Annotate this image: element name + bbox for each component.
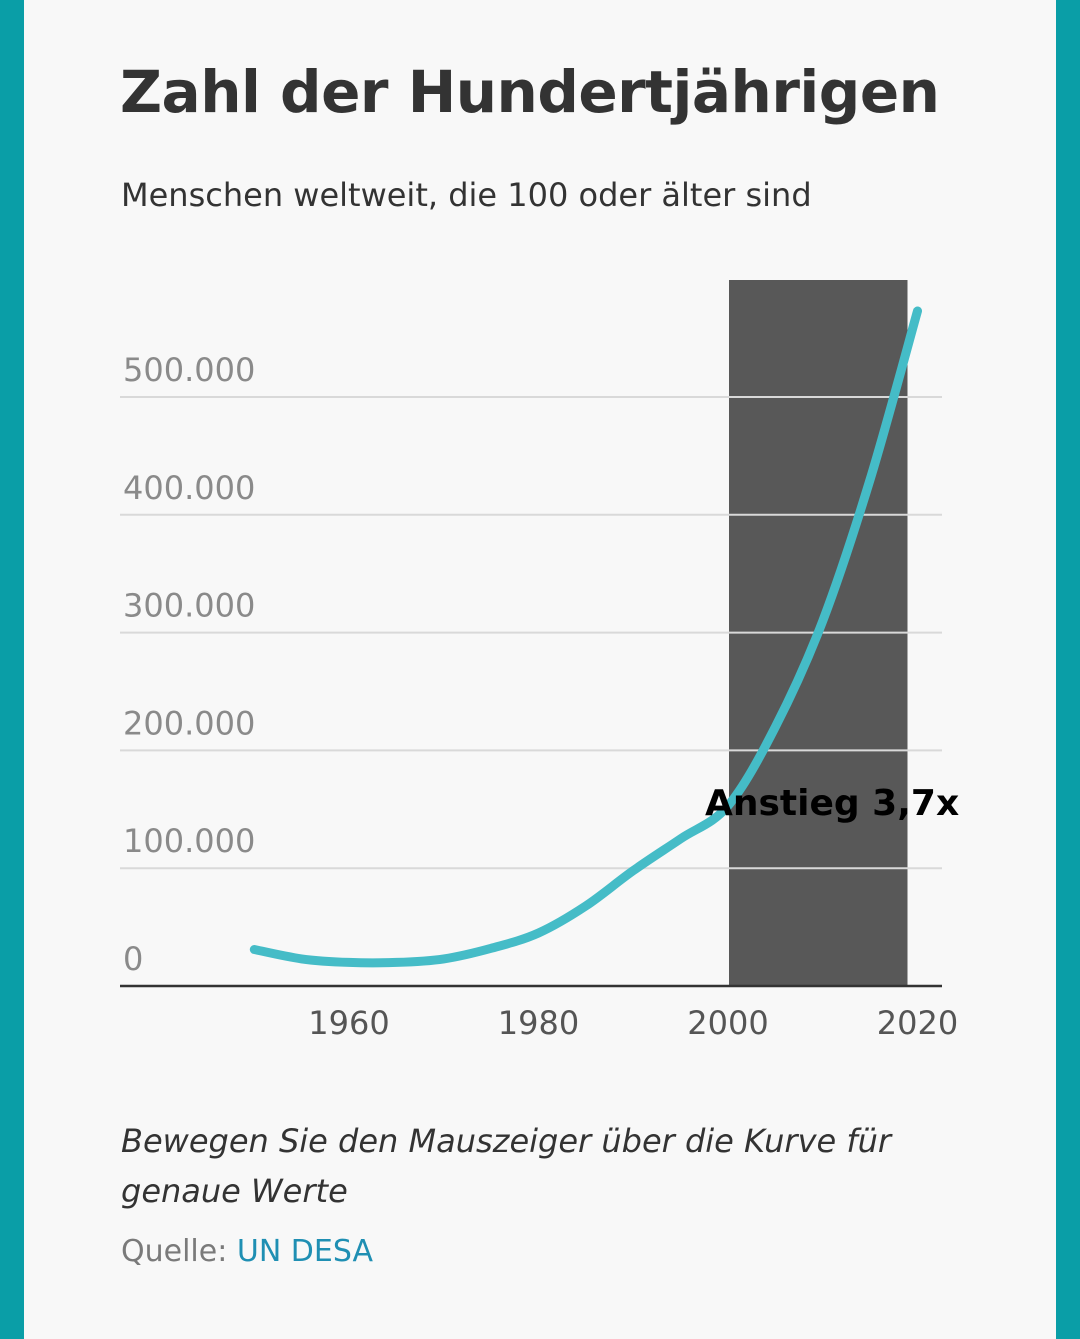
data-point-2015[interactable] (864, 473, 876, 485)
chart-subtitle: Menschen weltweit, die 100 oder älter si… (121, 176, 812, 214)
y-tick-label-500000: 500.000 (123, 351, 255, 389)
hover-hint: Bewegen Sie den Mauszeiger über die Kurv… (121, 1122, 892, 1210)
data-point-1990[interactable] (627, 865, 639, 877)
data-point-1980[interactable] (533, 927, 545, 939)
x-tick-label-1960: 1960 (308, 1004, 389, 1042)
series-line-0[interactable] (249, 306, 922, 968)
data-point-1965[interactable] (390, 956, 402, 968)
y-tick-label-200000: 200.000 (123, 704, 255, 742)
y-tick-label-0: 0 (123, 940, 143, 978)
chart-title: Zahl der Hundertjährigen (120, 58, 940, 126)
x-tick-label-2000: 2000 (687, 1004, 768, 1042)
highlight-annotation: Anstieg 3,7x (705, 783, 959, 824)
data-point-2005[interactable] (769, 721, 781, 733)
source-prefix: Quelle: (121, 1234, 237, 1269)
data-point-1955[interactable] (296, 953, 308, 965)
y-tick-label-300000: 300.000 (123, 587, 255, 625)
source-link[interactable]: UN DESA (236, 1234, 373, 1269)
data-point-1975[interactable] (485, 942, 497, 954)
data-point-1985[interactable] (580, 900, 592, 912)
x-tick-label-1980: 1980 (498, 1004, 579, 1042)
data-point-1950[interactable] (248, 943, 260, 955)
x-tick-label-2020: 2020 (877, 1004, 958, 1042)
chart-card: Zahl der Hundertjährigen Menschen weltwe… (24, 0, 1056, 1339)
y-tick-label-400000: 400.000 (123, 469, 255, 507)
source-line: Quelle: UN DESA (121, 1234, 373, 1269)
data-point-1995[interactable] (675, 833, 687, 845)
data-point-2020[interactable] (912, 305, 924, 317)
data-point-1970[interactable] (438, 953, 450, 965)
line-chart[interactable]: 0 100.000 200.000 300.000 400.000 500.000 1960… (24, 0, 1056, 1100)
y-tick-label-100000: 100.000 (123, 822, 255, 860)
data-point-1960[interactable] (343, 956, 355, 968)
data-point-2010[interactable] (817, 615, 829, 627)
